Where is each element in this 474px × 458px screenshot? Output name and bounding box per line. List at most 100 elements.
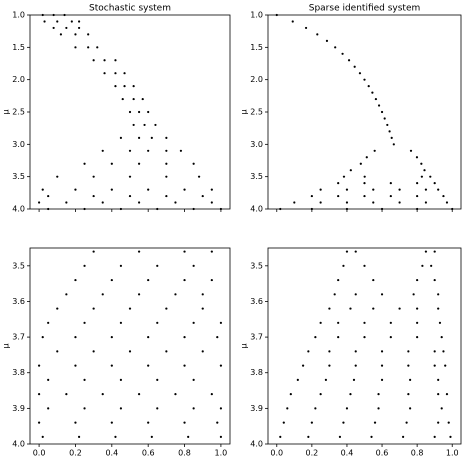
point <box>433 182 436 185</box>
point <box>398 201 401 204</box>
point <box>219 435 223 438</box>
x-tick-label: 0.6 <box>376 449 389 458</box>
point <box>56 350 59 353</box>
point <box>349 393 352 396</box>
point <box>409 407 412 410</box>
point <box>183 364 186 367</box>
point <box>380 110 384 114</box>
point <box>65 201 68 204</box>
point <box>92 350 95 353</box>
point <box>389 182 392 185</box>
point <box>363 194 366 198</box>
point <box>41 435 44 438</box>
panel-title: Sparse identified system <box>309 4 421 14</box>
y-tick-label: 4.0 <box>12 440 25 449</box>
point <box>83 162 86 165</box>
point <box>210 188 213 191</box>
point <box>407 350 410 353</box>
axes-frame <box>267 247 462 445</box>
point <box>123 72 126 75</box>
point <box>216 335 219 339</box>
point <box>388 130 391 133</box>
point <box>390 136 393 139</box>
point <box>192 264 195 267</box>
point <box>65 393 68 396</box>
point <box>354 293 357 296</box>
point <box>337 194 340 198</box>
point <box>119 321 123 324</box>
x-tick-label: 0.6 <box>142 449 155 458</box>
x-tick-label: 1.0 <box>446 449 459 458</box>
point <box>216 421 219 424</box>
point <box>165 162 168 165</box>
point <box>43 20 46 23</box>
point <box>147 364 150 367</box>
point <box>101 149 104 152</box>
point <box>74 278 77 282</box>
point <box>110 188 113 191</box>
point <box>445 393 449 396</box>
point <box>210 250 213 253</box>
point <box>156 378 159 381</box>
y-tick-label: 3.5 <box>250 261 263 270</box>
point <box>74 188 77 191</box>
point <box>147 149 150 152</box>
point <box>352 378 356 381</box>
point <box>74 33 77 36</box>
point <box>416 335 419 339</box>
point <box>179 149 183 152</box>
point <box>183 188 186 191</box>
y-tick-label: 1.0 <box>12 11 25 20</box>
y-tick-label: 3.8 <box>12 368 25 377</box>
point <box>174 393 177 396</box>
point <box>137 136 141 139</box>
point <box>137 293 141 296</box>
point <box>219 407 223 410</box>
point <box>416 278 419 282</box>
point <box>433 435 436 438</box>
point <box>398 188 401 191</box>
point <box>328 307 331 310</box>
y-axis-label: μ <box>2 343 11 348</box>
point <box>165 350 168 353</box>
y-tick-label: 4.0 <box>12 205 25 214</box>
point <box>416 321 419 324</box>
point <box>114 72 117 75</box>
point <box>77 435 81 438</box>
point <box>365 156 368 159</box>
point <box>416 194 419 198</box>
point <box>347 59 351 62</box>
point <box>354 350 357 353</box>
point <box>337 321 340 324</box>
point <box>114 435 117 438</box>
point <box>83 378 86 381</box>
y-tick-label: 3.6 <box>12 297 25 306</box>
point <box>372 307 375 310</box>
point <box>150 136 153 139</box>
point <box>442 194 445 198</box>
point <box>92 307 95 310</box>
point <box>165 149 168 152</box>
y-axis-label: μ <box>2 109 11 114</box>
point <box>433 364 436 367</box>
point <box>349 307 352 310</box>
point <box>325 39 329 42</box>
point <box>374 97 378 101</box>
point <box>405 421 408 424</box>
point <box>333 293 336 296</box>
point <box>380 364 384 367</box>
point <box>150 435 153 438</box>
point <box>424 201 428 204</box>
point <box>307 350 310 353</box>
point <box>279 435 282 438</box>
point <box>328 364 331 367</box>
point <box>421 264 424 267</box>
point <box>128 175 132 178</box>
point <box>371 91 374 94</box>
point <box>96 46 99 49</box>
point <box>380 350 384 353</box>
x-tick-label: 0.8 <box>178 449 191 458</box>
point <box>183 421 186 424</box>
point <box>210 393 213 396</box>
point <box>77 26 81 30</box>
